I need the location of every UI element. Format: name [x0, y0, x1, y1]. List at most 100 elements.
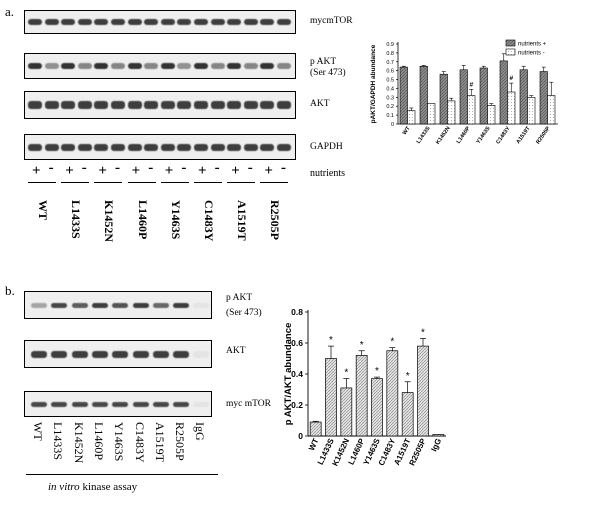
bar-nutrients-minus: [467, 95, 476, 125]
blot-band: [260, 143, 275, 151]
blot-pakt-b: [24, 291, 212, 319]
blot-label-myc-mtor-b: myc mTOR: [226, 399, 271, 409]
blot-band: [94, 101, 109, 109]
lane-underline: [61, 182, 90, 183]
bar-nutrients-plus: [519, 69, 528, 125]
blot-band: [71, 350, 88, 358]
x-tick-label: R2505P: [535, 125, 552, 145]
lane-underline: [127, 182, 156, 183]
blot-band: [127, 63, 142, 69]
y-tick-label: 0: [298, 431, 303, 441]
lane-label: WT: [31, 422, 45, 441]
x-tick-label: C1483Y: [495, 125, 512, 145]
blot-band: [177, 19, 192, 25]
y-tick-label: 0: [391, 122, 394, 128]
blot-band: [71, 302, 88, 308]
blot-band: [160, 63, 175, 69]
blot-band: [31, 302, 47, 308]
nutrient-sign: +: [231, 163, 240, 179]
bar-nutrients-plus: [479, 67, 488, 125]
blot-band: [210, 63, 225, 69]
blot-band: [243, 143, 258, 151]
blot-band: [77, 143, 92, 151]
blot-band: [51, 302, 68, 308]
chart-pakt-gapdh: 0 0.1 0.2 0.3 0.4 0.5 0.6 0.7 0.8 0.9 pAKT/GAPDH a…: [370, 39, 558, 146]
nutrient-sign: -: [181, 160, 187, 176]
x-tick-label: K1452N: [435, 126, 452, 146]
blot-akt-a: [24, 91, 296, 119]
blot-band: [260, 19, 275, 25]
bar-nutrients-minus: [407, 110, 416, 125]
nutrient-sign: +: [65, 163, 74, 179]
blot-label-pakt-b-sub: (Ser 473): [226, 308, 262, 318]
blot-band: [152, 302, 169, 308]
blot-band: [28, 63, 42, 69]
nutrient-sign: +: [32, 163, 41, 179]
y-tick-label: 0.5: [386, 78, 394, 84]
blot-myc-mtor-b: [24, 391, 212, 417]
lane-label: C1483Y: [202, 200, 216, 242]
blot-band: [144, 143, 159, 151]
legend-swatch: [505, 39, 516, 47]
nutrient-sign: -: [281, 160, 286, 176]
significance-star: *: [390, 337, 394, 348]
x-tick-label: IgG: [429, 437, 443, 453]
y-tick-label: 0.2: [291, 400, 303, 410]
annotation-hash: #: [469, 81, 473, 88]
nutrient-sign: -: [214, 160, 220, 176]
blot-band: [193, 401, 210, 407]
blot-band: [94, 63, 109, 69]
blot-band: [177, 101, 192, 109]
lane-label: A1519T: [152, 422, 167, 462]
bar: [325, 358, 337, 437]
blot-label-akt-b: AKT: [226, 346, 246, 356]
blot-band: [210, 19, 225, 25]
blot-band: [77, 101, 92, 109]
blot-band: [227, 63, 242, 69]
blot-band: [160, 143, 175, 151]
significance-star: *: [360, 340, 364, 351]
blot-band: [61, 143, 76, 151]
blot-band: [61, 19, 76, 25]
x-tick-label: WT: [307, 437, 320, 452]
blot-band: [91, 401, 108, 407]
lane-underline: [260, 182, 289, 183]
y-tick-label: 0.8: [386, 51, 394, 57]
blot-band: [61, 63, 76, 69]
y-axis-label: pAKT/GAPDH abundance: [370, 44, 377, 123]
blot-band: [77, 63, 92, 69]
blot-band: [177, 143, 192, 151]
significance-star: *: [344, 368, 348, 379]
kinase-assay-underline: [26, 474, 218, 475]
blot-band: [51, 401, 68, 407]
blot-band: [31, 350, 47, 358]
blot-band: [194, 143, 208, 151]
lane-label: K1452N: [102, 200, 117, 242]
blot-band: [111, 63, 125, 69]
blot-band: [91, 350, 108, 358]
lane-label: Y1463S: [168, 200, 183, 240]
blot-label-akt-a: AKT: [310, 99, 330, 109]
blot-band: [227, 101, 242, 109]
bar: [432, 434, 445, 437]
blot-band: [193, 302, 210, 308]
blot-band: [127, 101, 142, 109]
legend-label: nutrients -: [518, 51, 545, 57]
blot-band: [51, 350, 68, 358]
nutrient-sign: -: [115, 160, 120, 176]
blot-label-mycmtor: mycmTOR: [310, 16, 353, 26]
panel-a-label: a.: [5, 4, 15, 19]
nutrient-sign: -: [148, 160, 154, 176]
lane-label: L1460P: [91, 422, 106, 461]
blot-band: [173, 302, 190, 308]
bar-nutrients-plus: [439, 73, 448, 125]
bar: [386, 350, 399, 437]
blot-band: [132, 401, 149, 407]
bar: [401, 392, 414, 437]
lane-underline: [160, 182, 189, 183]
nutrient-sign: -: [81, 160, 87, 176]
blot-band: [44, 63, 59, 69]
blot-band: [277, 143, 291, 151]
x-tick-label: L1460P: [456, 125, 472, 144]
blot-band: [111, 101, 125, 109]
